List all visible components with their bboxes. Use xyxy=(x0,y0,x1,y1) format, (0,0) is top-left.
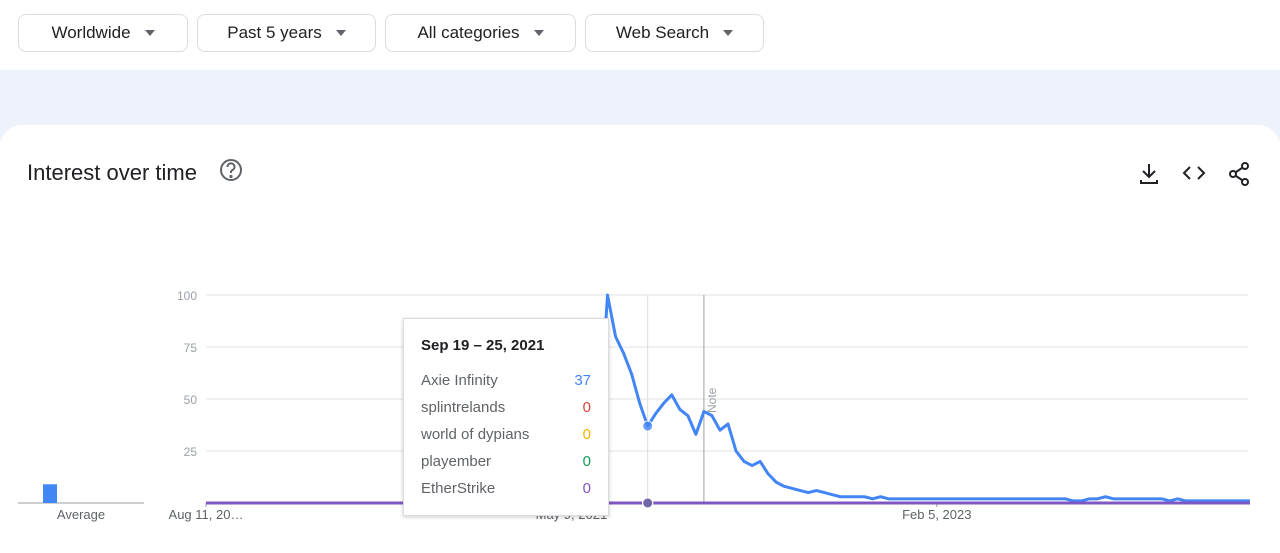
caret xyxy=(533,30,544,36)
tooltip-row: Axie Infinity 37 xyxy=(421,372,591,389)
card xyxy=(0,125,1280,553)
series-value: 0 xyxy=(582,426,591,443)
caret xyxy=(144,30,155,36)
series-name: splintrelands xyxy=(421,399,506,416)
series-name: playember xyxy=(421,453,492,470)
average-label: Average xyxy=(57,507,105,522)
filter-label: All categories xyxy=(417,23,520,42)
y-tick-label: 100 xyxy=(177,289,197,303)
tooltip: Sep 19 – 25, 2021 Axie Infinity 37 splintr… xyxy=(403,318,609,516)
filter-label: Past 5 years xyxy=(227,23,322,42)
x-tick-label: Aug 11, 20… xyxy=(169,507,244,522)
tooltip-row: playember 0 xyxy=(421,453,591,470)
filter-button[interactable]: All categories xyxy=(385,14,576,52)
filter-button[interactable]: Web Search xyxy=(585,14,764,52)
hover-dot xyxy=(642,420,654,432)
filter-label: Worldwide xyxy=(51,23,131,42)
hover-dot xyxy=(642,497,654,509)
y-tick-label: 75 xyxy=(184,341,198,355)
tooltip-row: splintrelands 0 xyxy=(421,399,591,416)
filter-button[interactable]: Past 5 years xyxy=(197,14,376,52)
series-value: 0 xyxy=(582,453,591,470)
filter-label: Web Search xyxy=(615,23,710,42)
average-bar xyxy=(43,484,57,503)
series-name: Axie Infinity xyxy=(421,372,498,389)
series-name: EtherStrike xyxy=(421,480,496,497)
tooltip-title: Sep 19 – 25, 2021 xyxy=(421,337,545,354)
y-tick-label: 25 xyxy=(184,445,198,459)
series-value: 0 xyxy=(582,399,591,416)
note-label: Note xyxy=(705,387,719,413)
y-tick-label: 50 xyxy=(184,393,198,407)
series-value: 0 xyxy=(582,480,591,497)
series-name: world of dypians xyxy=(421,426,530,443)
tooltip-row: world of dypians 0 xyxy=(421,426,591,443)
series-value: 37 xyxy=(574,372,591,389)
caret xyxy=(335,30,346,36)
x-tick-label: Feb 5, 2023 xyxy=(902,507,971,522)
tooltip-row: EtherStrike 0 xyxy=(421,480,591,497)
section-title: Interest over time xyxy=(27,160,197,185)
filter-button[interactable]: Worldwide xyxy=(18,14,188,52)
caret xyxy=(723,30,734,36)
